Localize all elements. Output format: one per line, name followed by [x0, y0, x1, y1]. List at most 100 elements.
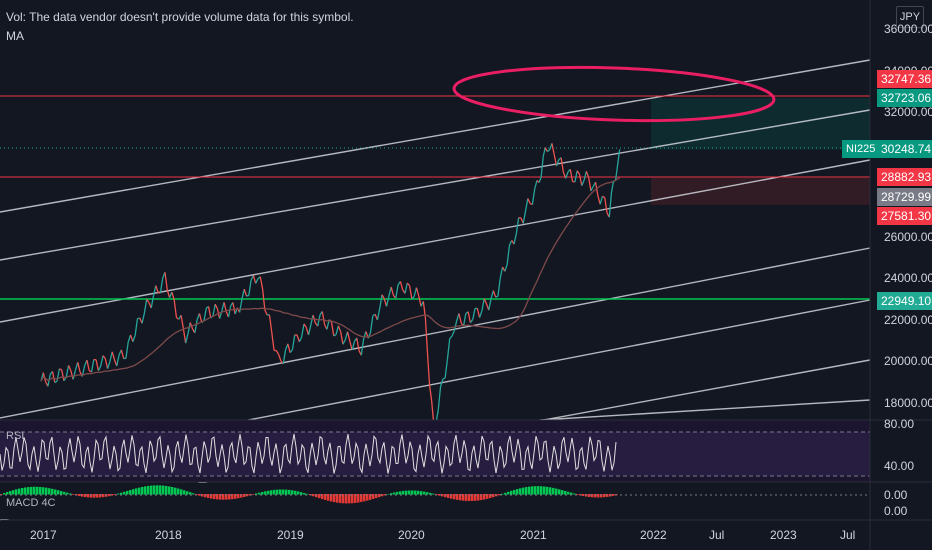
macd-bar	[3, 492, 6, 495]
channel-line	[0, 109, 871, 261]
macd-bar	[501, 493, 504, 495]
macd-bar	[522, 487, 525, 495]
price-candle	[275, 350, 280, 355]
price-candle	[424, 317, 429, 353]
macd-bar	[381, 494, 384, 497]
price-candle	[481, 298, 485, 312]
price-candle	[411, 296, 415, 300]
price-candle	[146, 299, 150, 303]
macd-bar	[582, 494, 585, 497]
macd-bar	[24, 487, 27, 495]
macd-bar	[483, 494, 486, 500]
macd-bar	[543, 486, 546, 495]
price-candle	[426, 352, 431, 386]
price-candle	[614, 164, 619, 181]
price-candle	[335, 325, 339, 335]
macd-bar	[318, 494, 321, 499]
macd-bar	[480, 494, 483, 501]
price-candle	[488, 298, 492, 311]
price-candle	[569, 169, 574, 182]
price-candle	[164, 272, 168, 291]
macd-bar	[606, 494, 609, 497]
macd-bar	[294, 490, 297, 495]
price-candle	[59, 368, 62, 371]
price-candle	[349, 341, 353, 351]
moving-average-line	[40, 177, 621, 382]
price-candle	[437, 386, 442, 410]
macd-label[interactable]: MACD 4C	[6, 497, 56, 509]
macd-bar	[408, 490, 411, 495]
macd-bar	[558, 489, 561, 495]
macd-bar	[555, 488, 558, 495]
price-candle	[100, 355, 104, 367]
macd-bar	[186, 491, 189, 495]
macd-bar	[0, 494, 3, 495]
symbol-tag: NI225	[842, 140, 880, 158]
price-candle	[415, 287, 420, 297]
macd-bar	[504, 492, 507, 495]
price-candle	[360, 338, 365, 356]
macd-bar	[252, 494, 255, 495]
rsi-label[interactable]: RSI	[6, 430, 25, 442]
macd-bar	[225, 494, 228, 500]
price-candle	[590, 186, 594, 192]
price-candle	[616, 149, 621, 166]
price-candle	[305, 327, 310, 336]
price-candle	[198, 313, 203, 323]
price-candle	[418, 295, 422, 307]
price-candle	[408, 285, 413, 300]
macd-bar	[120, 492, 123, 495]
price-level-tag: 27581.30	[877, 207, 932, 225]
macd-bar	[486, 494, 489, 499]
macd-bar	[492, 494, 495, 498]
price-candle	[321, 311, 326, 325]
macd-bar	[177, 488, 180, 495]
macd-bar	[573, 493, 576, 495]
price-candle	[604, 197, 608, 214]
macd-bar	[60, 491, 63, 495]
macd-bar	[135, 488, 138, 495]
macd-bar	[12, 490, 15, 495]
y-tick-label: 32000.00	[884, 105, 932, 120]
macd-bar	[300, 492, 303, 495]
price-candle	[546, 149, 551, 153]
macd-bar	[534, 486, 537, 495]
price-candle	[182, 328, 187, 344]
macd-bar	[45, 487, 48, 495]
macd-bar	[216, 494, 219, 500]
macd-bar	[549, 487, 552, 495]
macd-bar	[603, 494, 606, 498]
macd-bar	[198, 494, 201, 496]
macd-bar	[333, 494, 336, 503]
price-candle	[342, 339, 346, 345]
macd-bar	[42, 487, 45, 495]
price-candle	[581, 179, 585, 186]
price-candle	[608, 193, 613, 218]
macd-bar	[159, 485, 162, 495]
ma-legend[interactable]: MA	[6, 29, 24, 43]
price-candle	[203, 307, 207, 321]
price-candle	[560, 157, 565, 173]
price-candle	[562, 172, 567, 179]
macd-bar	[570, 492, 573, 495]
channel-line	[0, 159, 871, 323]
price-candle	[143, 299, 148, 314]
macd-bar	[342, 494, 345, 504]
price-candle	[406, 282, 411, 287]
price-candle	[542, 147, 546, 157]
macd-bar	[171, 487, 174, 495]
price-candle	[132, 335, 136, 342]
price-candle	[506, 245, 511, 265]
macd-bar	[516, 489, 519, 495]
price-candle	[430, 400, 435, 423]
channel-line	[539, 399, 871, 421]
x-tick-label: Jul	[840, 528, 856, 542]
price-candle	[194, 319, 198, 333]
macd-bar	[207, 494, 210, 498]
macd-bar	[597, 494, 600, 498]
macd-bar	[180, 489, 183, 495]
currency-button[interactable]: JPY	[896, 6, 924, 28]
price-candle	[508, 240, 513, 246]
channel-line	[0, 247, 871, 419]
